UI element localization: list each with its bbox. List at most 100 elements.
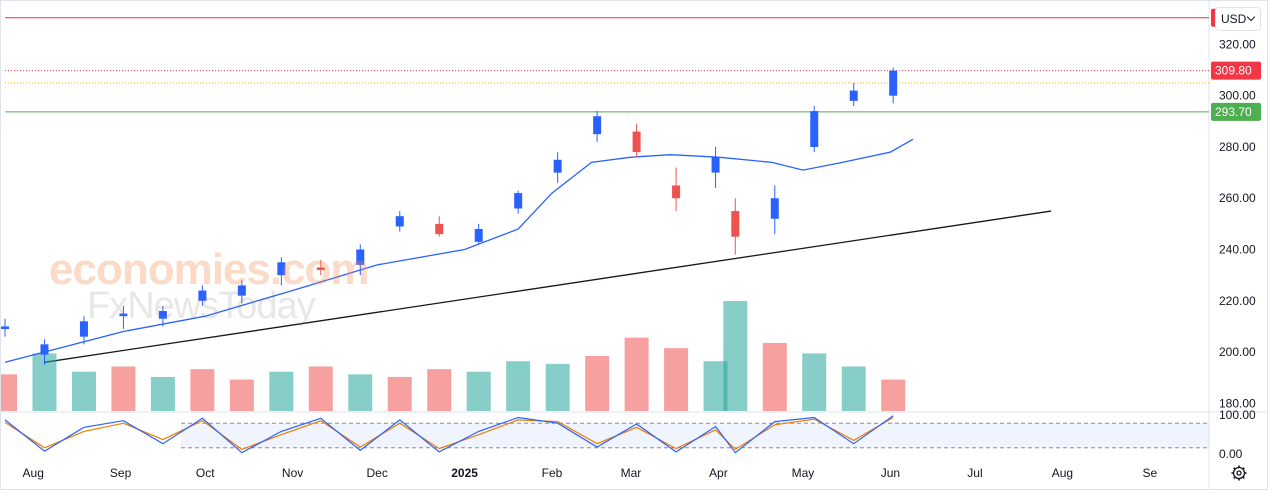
candle-body — [316, 267, 325, 271]
volume-bar — [387, 376, 412, 411]
time-tick-label: Aug — [23, 466, 44, 480]
volume-bar — [150, 376, 175, 411]
candle-body — [889, 70, 898, 96]
volume-bar — [427, 369, 452, 411]
candle — [553, 152, 562, 183]
candles — [1, 67, 898, 365]
currency-label: USD — [1221, 12, 1247, 26]
candle-body — [198, 290, 207, 301]
candle-body — [1, 326, 9, 329]
time-tick-label: May — [792, 466, 815, 480]
price-tick-label: 320.00 — [1219, 37, 1256, 51]
volume-bars — [0, 301, 906, 411]
candle-body — [514, 193, 523, 209]
oscillator-axis-label: 100.00 — [1219, 408, 1256, 422]
price-tick-label: 280.00 — [1219, 140, 1256, 154]
time-axis: Aug Sep Oct Nov Dec 2025 Feb Mar Apr May Jun Jul Aug… — [23, 466, 1158, 480]
candle-body — [593, 116, 602, 135]
level-price-tag — [1211, 102, 1261, 121]
candle-body — [553, 159, 562, 173]
oscillator-axis-label: 0.00 — [1219, 447, 1243, 461]
volume-bar — [664, 348, 689, 411]
candle-body — [672, 185, 681, 199]
time-tick-label: Dec — [367, 466, 388, 480]
candle — [198, 285, 207, 306]
candle-body — [474, 229, 483, 242]
candle — [593, 111, 602, 142]
time-tick-label: Oct — [196, 466, 215, 480]
volume-bar — [229, 379, 254, 411]
price-tick-label: 180.00 — [1219, 396, 1256, 410]
candle-body — [237, 285, 246, 296]
time-tick-label: Mar — [621, 466, 642, 480]
candle — [474, 223, 483, 245]
time-tick-label: Sep — [110, 466, 132, 480]
candle-body — [395, 216, 404, 227]
candle-body — [435, 223, 444, 235]
price-tick-label: 200.00 — [1219, 345, 1256, 359]
candle-body — [632, 131, 641, 153]
candle — [79, 316, 88, 345]
volume-bar — [545, 363, 570, 411]
volume-bar — [308, 366, 333, 411]
candle — [435, 216, 444, 237]
volume-bar — [71, 371, 96, 411]
candle-body — [158, 311, 167, 319]
candle — [810, 105, 819, 153]
candle — [356, 244, 365, 276]
candle — [316, 259, 325, 276]
candle-body — [711, 157, 720, 173]
price-axis: 320.00 300.00 280.00 260.00 240.00 220.00 200.… — [1219, 37, 1256, 410]
trendline-layer — [44, 210, 1052, 363]
volume-bar — [348, 374, 373, 411]
candle — [849, 82, 858, 106]
volume-bar — [111, 366, 136, 411]
candle — [770, 185, 779, 235]
candle — [158, 305, 167, 327]
level-price-text: 293.70 — [1215, 105, 1252, 119]
candle — [731, 198, 740, 255]
chevron-down-icon — [1246, 12, 1256, 22]
price-tick-label: 220.00 — [1219, 294, 1256, 308]
candle-body — [356, 249, 365, 265]
candle-body — [40, 344, 49, 355]
candle — [672, 167, 681, 212]
time-tick-label: Feb — [542, 466, 563, 480]
time-tick-label: Apr — [709, 466, 728, 480]
volume-bar — [841, 366, 866, 411]
time-tick-label: Nov — [282, 466, 303, 480]
time-tick-label: Aug — [1052, 466, 1073, 480]
volume-bar — [466, 371, 491, 411]
candle-body — [119, 313, 128, 317]
time-tick-label: Se — [1142, 466, 1157, 480]
oscillator-k-line — [4, 415, 894, 454]
time-tick-label: Jun — [881, 466, 900, 480]
volume-bar — [723, 301, 748, 411]
volume-bar — [506, 361, 531, 411]
time-tick-label: 2025 — [451, 466, 478, 480]
currency-dropdown[interactable]: USD — [1215, 7, 1261, 31]
level-price-text: 309.80 — [1215, 64, 1252, 78]
candle-body — [810, 111, 819, 147]
candle — [711, 146, 720, 188]
candle — [514, 190, 523, 214]
candle — [277, 257, 286, 286]
volume-bar — [190, 369, 215, 411]
candle-body — [731, 211, 740, 237]
candle — [889, 67, 898, 104]
level-price-tag — [1211, 61, 1261, 80]
candle — [632, 123, 641, 158]
volume-bar — [881, 379, 906, 411]
candle-body — [770, 198, 779, 219]
candle — [1, 318, 9, 337]
price-tick-label: 260.00 — [1219, 191, 1256, 205]
gear-icon[interactable] — [1231, 465, 1247, 481]
price-tick-label: 300.00 — [1219, 89, 1256, 103]
trendline — [44, 210, 1052, 363]
candle-body — [277, 262, 286, 276]
horizontal-levels — [5, 17, 1209, 113]
time-tick-label: Jul — [967, 466, 982, 480]
